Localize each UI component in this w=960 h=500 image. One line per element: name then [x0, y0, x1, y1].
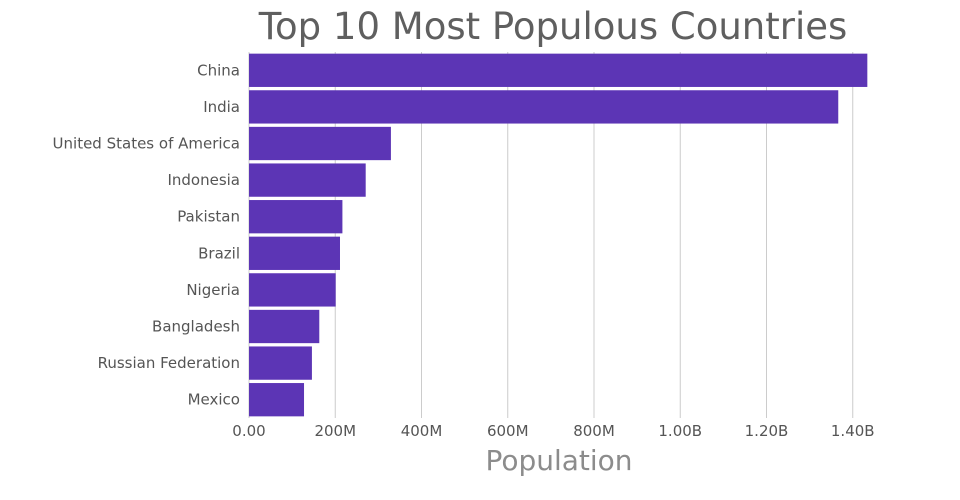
x-tick-label: 1.00B — [658, 422, 702, 440]
bar-nigeria[interactable] — [249, 273, 336, 307]
x-tick-labels: 0.00 200M 400M 600M 800M 1.00B 1.20B 1.40B — [232, 422, 874, 440]
category-label: India — [203, 98, 240, 116]
category-label: Bangladesh — [152, 318, 240, 336]
bar-pakistan[interactable] — [249, 200, 343, 234]
bar-mexico[interactable] — [249, 383, 305, 417]
x-tick-label: 0.00 — [232, 422, 265, 440]
x-axis-title: Population — [485, 444, 632, 477]
category-labels: China India United States of America Indone… — [53, 61, 240, 408]
bar-brazil[interactable] — [249, 236, 340, 270]
bar-bangladesh[interactable] — [249, 309, 320, 344]
category-label: Nigeria — [186, 281, 240, 299]
x-tick-label: 800M — [573, 422, 615, 440]
category-label: Indonesia — [167, 171, 240, 189]
bar-india[interactable] — [249, 90, 839, 124]
bar-russian-federation[interactable] — [249, 346, 312, 380]
bars — [249, 53, 868, 417]
bar-indonesia[interactable] — [249, 163, 366, 197]
category-label: Mexico — [188, 391, 240, 409]
x-tick-label: 1.20B — [745, 422, 789, 440]
category-label: United States of America — [53, 135, 240, 153]
x-tick-label: 400M — [401, 422, 443, 440]
chart-title: Top 10 Most Populous Countries — [258, 5, 848, 48]
category-label: Brazil — [198, 244, 240, 262]
x-tick-label: 600M — [487, 422, 529, 440]
bar-united-states-of-america[interactable] — [249, 126, 391, 161]
category-label: China — [197, 61, 240, 79]
bar-china[interactable] — [249, 53, 868, 87]
x-tick-label: 200M — [314, 422, 356, 440]
category-label: Russian Federation — [98, 354, 240, 372]
category-label: Pakistan — [177, 208, 240, 226]
x-tick-label: 1.40B — [831, 422, 875, 440]
